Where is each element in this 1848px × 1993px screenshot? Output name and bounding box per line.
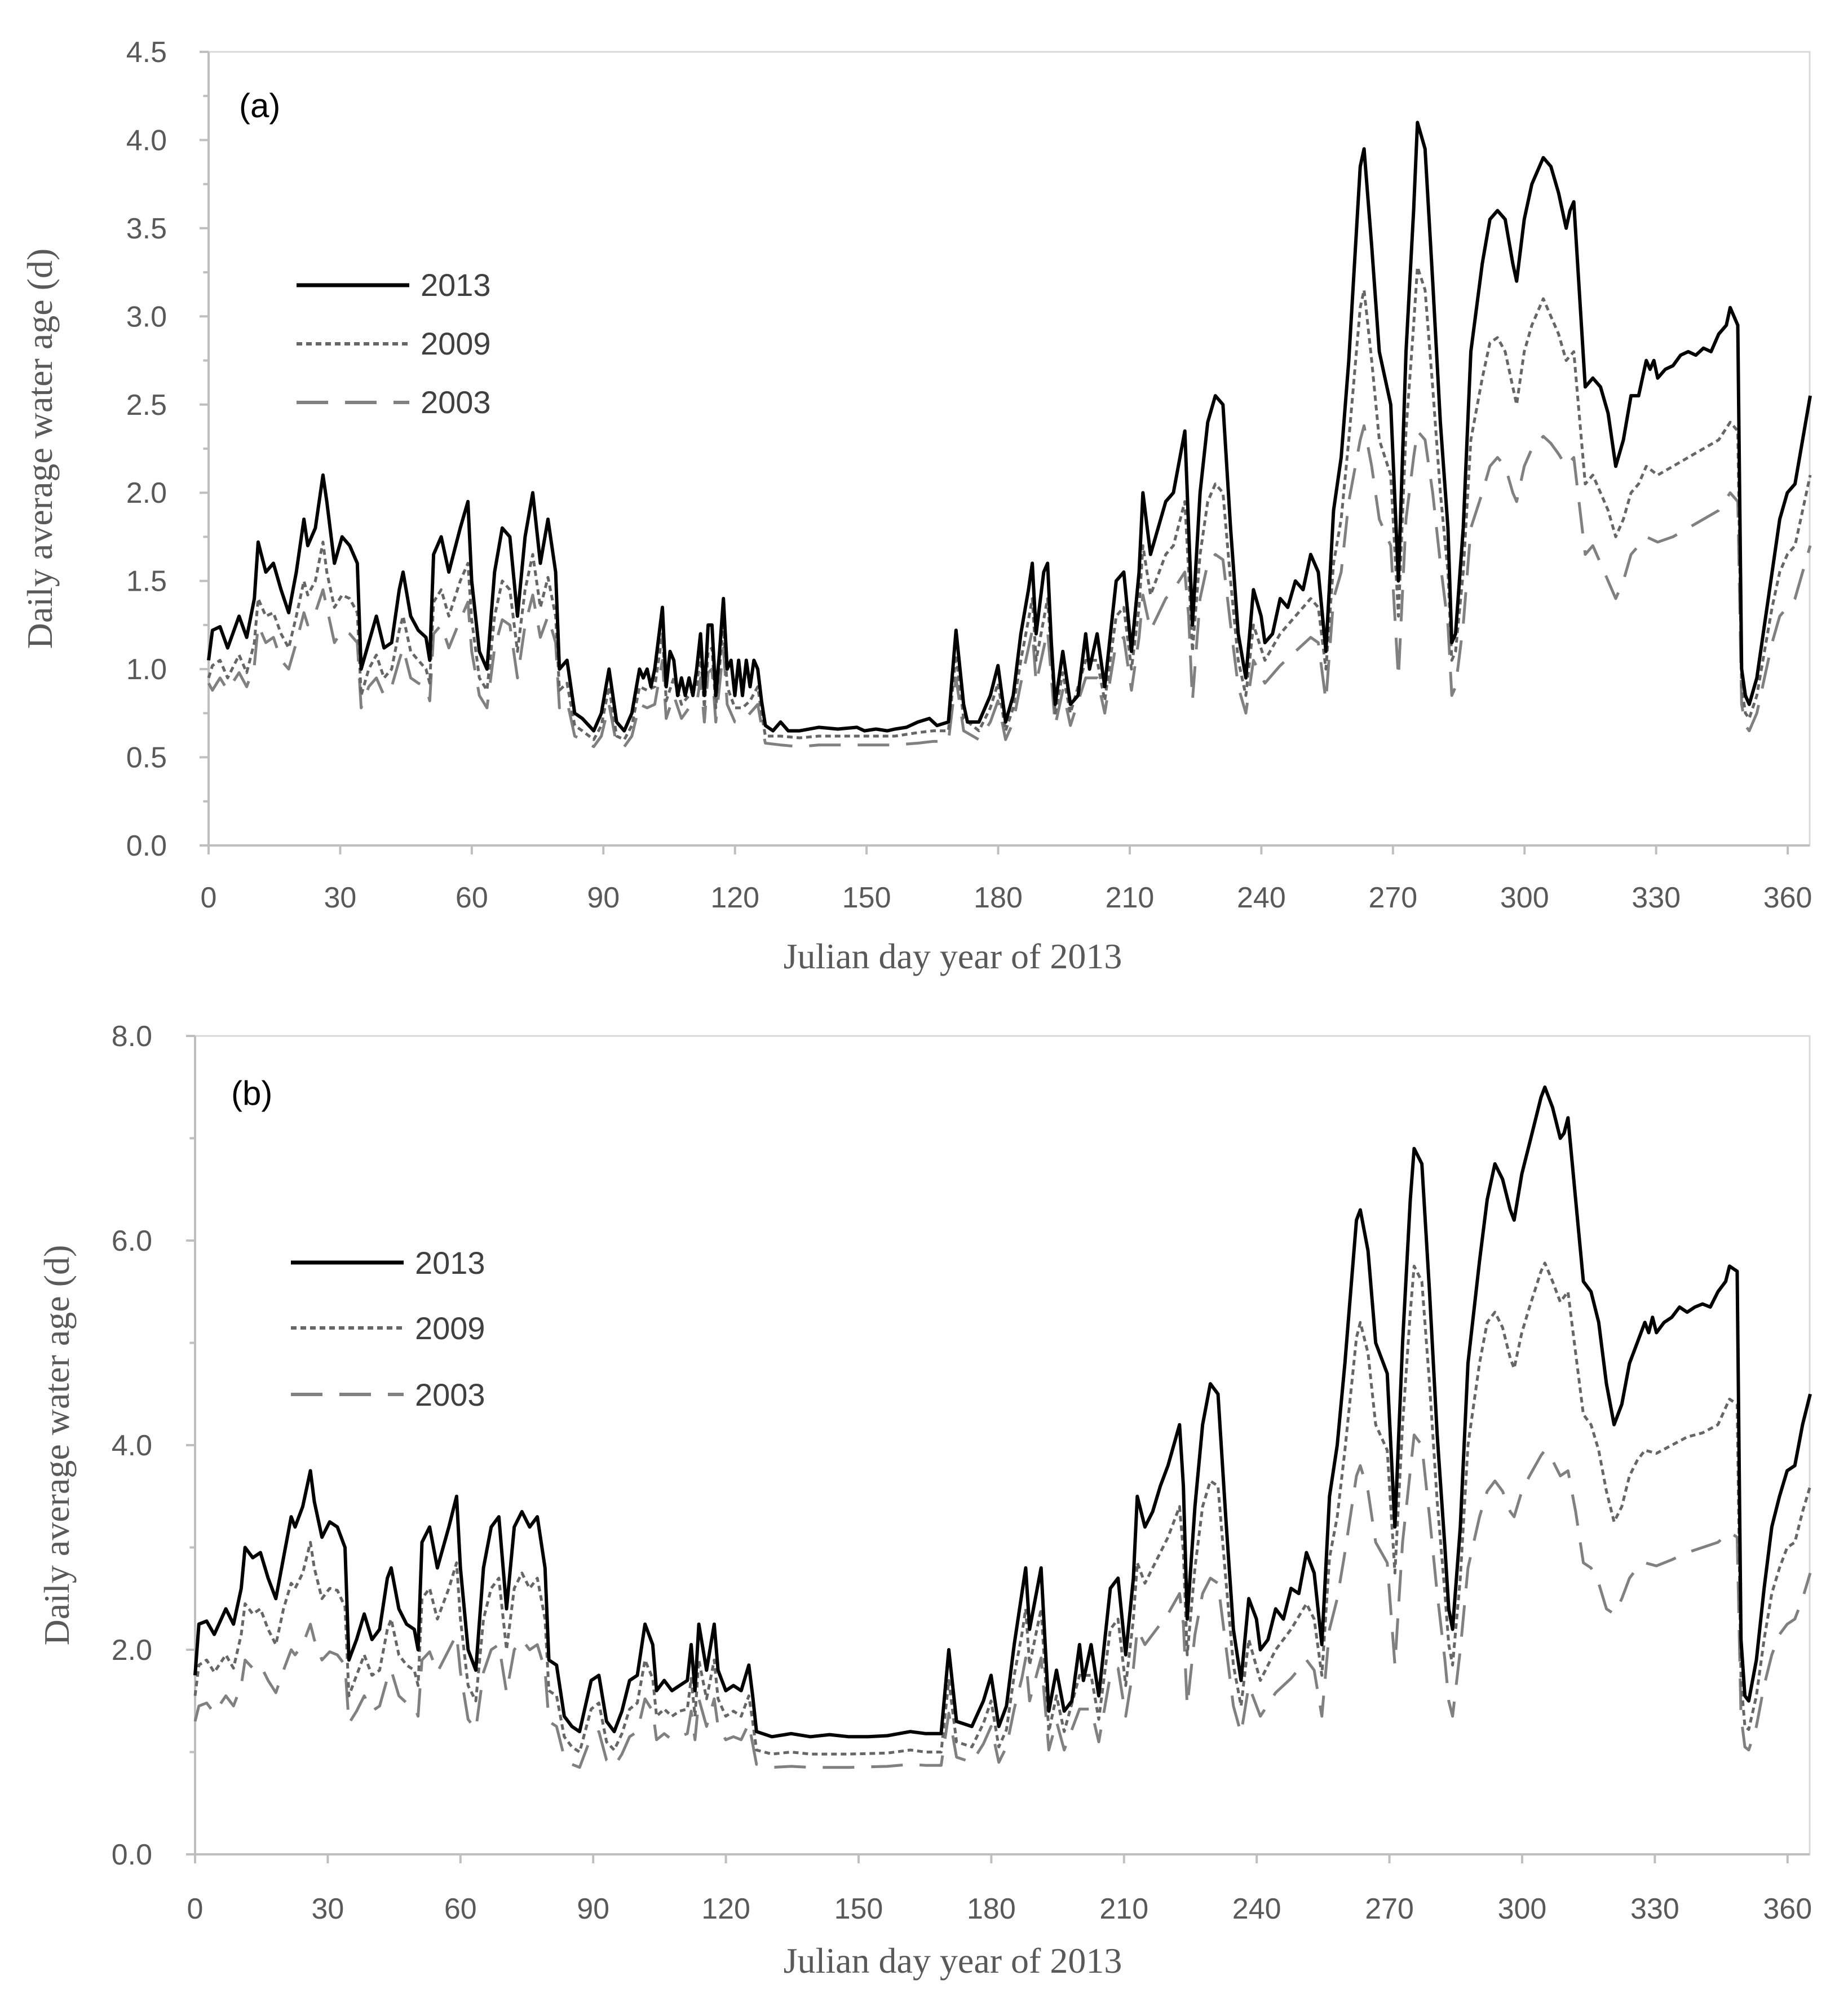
legend-label-2009: 2009 [421,326,491,361]
x-tick-label: 330 [1632,882,1681,914]
data-series [193,1085,1812,1769]
x-tick-label: 120 [701,1893,750,1925]
y-tick-label: 3.5 [126,212,167,245]
panel-label: (b) [231,1074,272,1112]
y-tick-label: 3.0 [126,300,167,333]
y-tick-label: 2.0 [112,1634,152,1667]
y-tick-label: 1.0 [126,653,167,686]
x-tick-label: 180 [974,882,1023,914]
x-axis-title: Julian day year of 2013 [784,1941,1122,1981]
y-axis-title: Daily average water age (d) [37,1245,77,1646]
x-tick-label: 60 [444,1893,477,1925]
y-tick-labels: 0.0 0.5 1.0 1.5 2.0 2.5 3.0 3.5 4.0 4.5 [126,36,209,862]
legend-label-2009: 2009 [415,1310,485,1346]
chart-panel-b: 0.0 2.0 4.0 6.0 8.0 0 30 60 90 120 150 180 210 240 27… [37,1020,1812,1981]
legend: 2013 2009 2003 [291,1245,485,1412]
y-tick-label: 2.5 [126,389,167,422]
x-tick-label: 30 [324,882,357,914]
x-tick-label: 210 [1106,882,1155,914]
series-line-2003 [193,1433,1812,1769]
y-tick-label: 0.5 [126,742,167,774]
x-tick-label: 90 [587,882,620,914]
x-tick-label: 0 [201,882,217,914]
series-line-2003 [207,424,1812,749]
x-tick-label: 90 [577,1893,609,1925]
y-tick-label: 4.0 [112,1429,152,1462]
x-tick-labels: 0 30 60 90 120 150 180 210 240 270 300 330 360 [201,845,1812,914]
series-line-2009 [193,1261,1812,1756]
legend-label-2013: 2013 [415,1245,485,1281]
y-tick-label: 2.0 [126,477,167,510]
legend-label-2003: 2003 [415,1377,485,1412]
panel-label: (a) [239,87,280,125]
x-tick-label: 60 [456,882,488,914]
y-tick-label: 8.0 [112,1020,152,1053]
data-series [207,121,1812,749]
legend: 2013 2009 2003 [297,267,491,420]
x-tick-label: 30 [311,1893,344,1925]
x-tick-label: 0 [187,1893,204,1925]
x-tick-label: 210 [1099,1893,1148,1925]
x-tick-label: 180 [967,1893,1016,1925]
series-line-2013 [193,1085,1812,1739]
x-axis-title: Julian day year of 2013 [784,936,1122,976]
x-tick-label: 150 [842,882,891,914]
chart-panel-a: 0.0 0.5 1.0 1.5 2.0 2.5 3.0 3.5 4.0 4.5 0 30 60 90 12… [20,36,1812,976]
y-tick-label: 1.5 [126,565,167,598]
x-tick-label: 270 [1368,882,1417,914]
y-tick-label: 0.0 [112,1839,152,1871]
y-tick-label: 4.5 [126,36,167,69]
x-tick-label: 360 [1763,882,1812,914]
x-tick-label: 300 [1500,882,1549,914]
x-tick-labels: 0 30 60 90 120 150 180 210 240 270 300 330 360 [187,1854,1812,1925]
y-tick-label: 6.0 [112,1225,152,1257]
legend-label-2003: 2003 [421,384,491,420]
y-tick-label: 4.0 [126,124,167,157]
x-tick-label: 120 [710,882,759,914]
x-tick-label: 150 [834,1893,883,1925]
series-line-2009 [207,265,1812,741]
x-tick-label: 300 [1498,1893,1547,1925]
x-tick-label: 270 [1365,1893,1414,1925]
x-tick-label: 330 [1630,1893,1679,1925]
legend-label-2013: 2013 [421,267,491,303]
x-tick-label: 240 [1232,1893,1281,1925]
x-tick-label: 240 [1237,882,1286,914]
y-tick-label: 0.0 [126,830,167,862]
series-line-2013 [207,121,1812,733]
x-tick-label: 360 [1763,1893,1812,1925]
y-tick-labels: 0.0 2.0 4.0 6.0 8.0 [112,1020,195,1871]
y-axis-title: Daily average water age (d) [20,249,60,649]
